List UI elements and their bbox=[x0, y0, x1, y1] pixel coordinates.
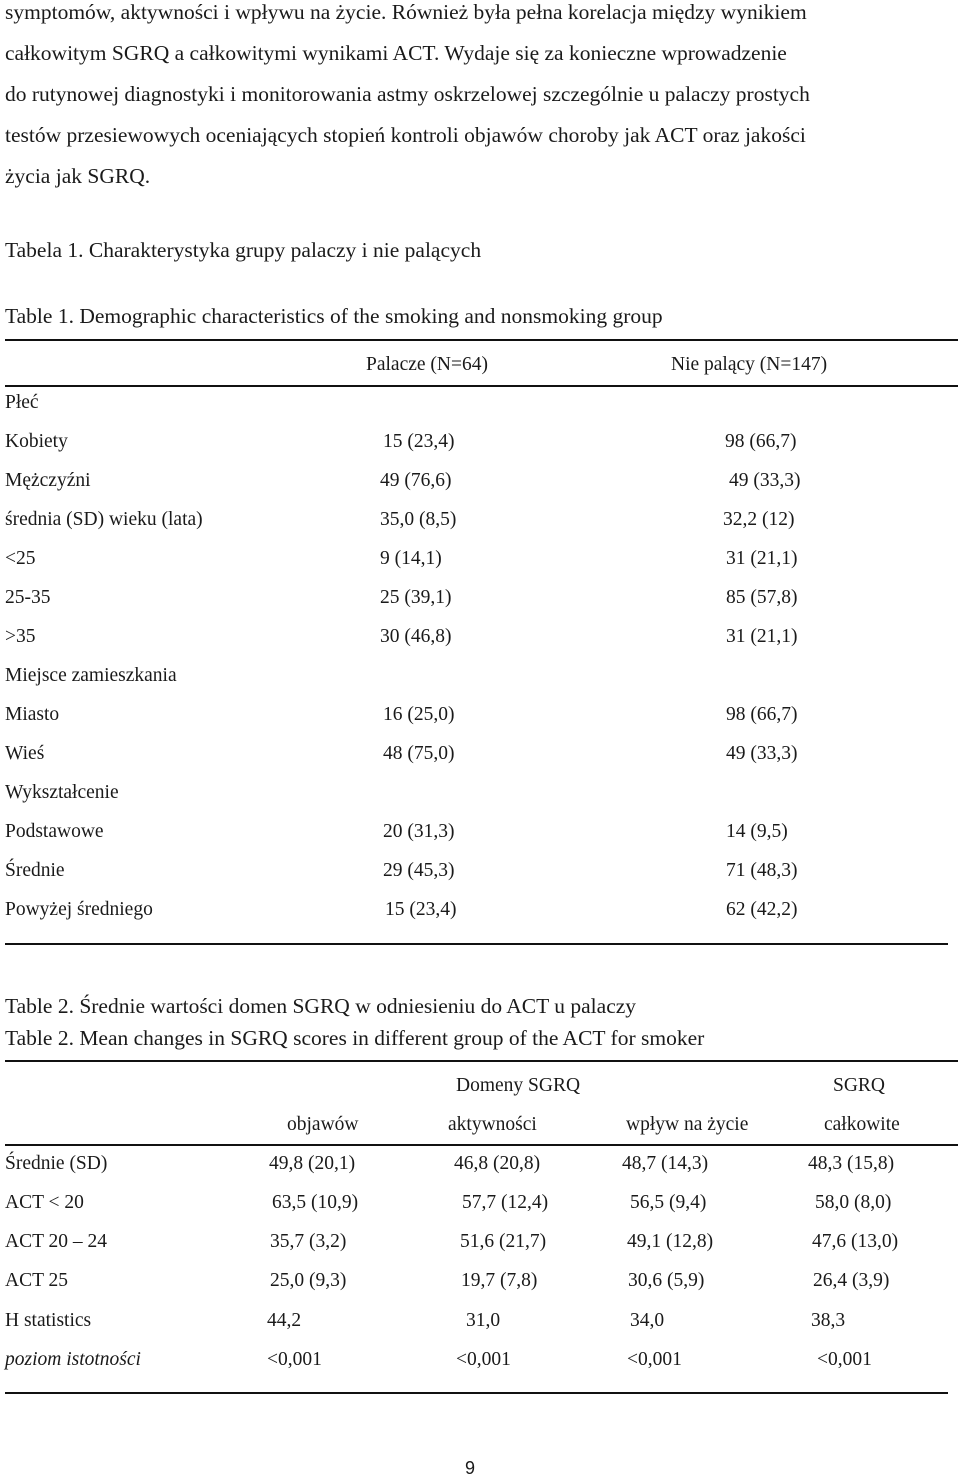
table2-cell: <0,001 bbox=[267, 1349, 322, 1370]
table2-bottom-rule bbox=[5, 1392, 948, 1394]
paragraph-line: życia jak SGRQ. bbox=[5, 164, 151, 188]
table1-cell-nonsmokers: 98 (66,7) bbox=[726, 704, 798, 725]
paragraph-line: symptomów, aktywności i wpływu na życie.… bbox=[5, 0, 807, 24]
table2-row-label: H statistics bbox=[5, 1310, 92, 1331]
table2-caption-en: Table 2. Mean changes in SGRQ scores in … bbox=[5, 1026, 705, 1050]
table2-cell: 38,3 bbox=[811, 1310, 846, 1331]
paragraph-line: całkowitym SGRQ a całkowitymi wynikami A… bbox=[5, 41, 787, 65]
table1-cell-nonsmokers: 71 (48,3) bbox=[726, 860, 798, 881]
table2-header-wplyw: wpływ na życie bbox=[626, 1114, 749, 1135]
table1-row-label: Wieś bbox=[5, 743, 45, 764]
table2-cell: <0,001 bbox=[456, 1349, 511, 1370]
table2-cell: 58,0 (8,0) bbox=[815, 1192, 892, 1213]
table2-header-rule bbox=[5, 1144, 958, 1146]
table1-bottom-rule bbox=[5, 943, 948, 945]
table2-cell: 63,5 (10,9) bbox=[272, 1192, 359, 1213]
table1-cell-smokers: 25 (39,1) bbox=[380, 587, 452, 608]
table2-group-header-sgrq: SGRQ bbox=[833, 1075, 886, 1096]
table1-cell-nonsmokers: 49 (33,3) bbox=[729, 470, 801, 491]
table2-cell: 34,0 bbox=[630, 1310, 665, 1331]
table1-row-label: Podstawowe bbox=[5, 821, 104, 842]
table1-cell-smokers: 35,0 (8,5) bbox=[380, 509, 457, 530]
table2-header-objawow: objawów bbox=[287, 1114, 359, 1135]
paragraph-line: do rutynowej diagnostyki i monitorowania… bbox=[5, 82, 810, 106]
table1-row-label: Miasto bbox=[5, 704, 60, 725]
table2-cell: 46,8 (20,8) bbox=[454, 1153, 541, 1174]
table2-top-rule bbox=[5, 1060, 958, 1062]
table2-cell: 19,7 (7,8) bbox=[461, 1270, 538, 1291]
table2-cell: 51,6 (21,7) bbox=[460, 1231, 547, 1252]
table1-row-label: Wykształcenie bbox=[5, 782, 119, 803]
table1-row-label: Miejsce zamieszkania bbox=[5, 665, 177, 686]
table2-row-label: Średnie (SD) bbox=[5, 1153, 108, 1174]
table2-row-label: poziom istotności bbox=[5, 1349, 141, 1370]
table1-cell-smokers: 49 (76,6) bbox=[380, 470, 452, 491]
table1-cell-smokers: 9 (14,1) bbox=[380, 548, 442, 569]
table1-row-label: Płeć bbox=[5, 392, 39, 413]
table1-row-label: Powyżej średniego bbox=[5, 899, 153, 920]
table2-cell: 47,6 (13,0) bbox=[812, 1231, 899, 1252]
table1-row-label: 25-35 bbox=[5, 587, 51, 608]
table1-cell-smokers: 15 (23,4) bbox=[383, 431, 455, 452]
table2-cell: 35,7 (3,2) bbox=[270, 1231, 347, 1252]
table1-row-label: Kobiety bbox=[5, 431, 68, 452]
table2-cell: 48,7 (14,3) bbox=[622, 1153, 709, 1174]
table2-row-label: ACT 20 – 24 bbox=[5, 1231, 108, 1252]
table2-row-label: ACT 25 bbox=[5, 1270, 69, 1291]
table1-header-rule bbox=[5, 385, 958, 387]
table1-cell-nonsmokers: 14 (9,5) bbox=[726, 821, 788, 842]
table1-caption-pl: Tabela 1. Charakterystyka grupy palaczy … bbox=[5, 238, 482, 262]
table1-header-smokers: Palacze (N=64) bbox=[366, 354, 488, 375]
table2-cell: 49,1 (12,8) bbox=[627, 1231, 714, 1252]
table2-cell: 49,8 (20,1) bbox=[269, 1153, 356, 1174]
body-paragraph: symptomów, aktywności i wpływu na życie.… bbox=[5, 0, 950, 197]
table2-cell: 25,0 (9,3) bbox=[270, 1270, 347, 1291]
table1-row-label: Średnie bbox=[5, 860, 65, 881]
table2-cell: <0,001 bbox=[817, 1349, 872, 1370]
table1-cell-smokers: 15 (23,4) bbox=[385, 899, 457, 920]
table2-header-calkowite: całkowite bbox=[824, 1114, 900, 1135]
table2-cell: 48,3 (15,8) bbox=[808, 1153, 895, 1174]
table1-caption-en: Table 1. Demographic characteristics of … bbox=[5, 304, 663, 328]
table1-cell-nonsmokers: 98 (66,7) bbox=[725, 431, 797, 452]
table1-cell-smokers: 16 (25,0) bbox=[383, 704, 455, 725]
table1-row-label: >35 bbox=[5, 626, 36, 647]
table1-top-rule bbox=[5, 339, 958, 341]
table2-cell: 30,6 (5,9) bbox=[628, 1270, 705, 1291]
table1-cell-nonsmokers: 31 (21,1) bbox=[726, 626, 798, 647]
table2-caption-pl: Table 2. Średnie wartości domen SGRQ w o… bbox=[5, 994, 637, 1018]
table2-header-aktywnosci: aktywności bbox=[448, 1114, 537, 1135]
page-number: 9 bbox=[464, 1458, 475, 1478]
table2-cell: <0,001 bbox=[627, 1349, 682, 1370]
table2-cell: 56,5 (9,4) bbox=[630, 1192, 707, 1213]
table1-cell-nonsmokers: 31 (21,1) bbox=[726, 548, 798, 569]
table2-cell: 26,4 (3,9) bbox=[813, 1270, 890, 1291]
table1-header-nonsmokers: Nie palący (N=147) bbox=[671, 354, 828, 375]
table1-cell-smokers: 30 (46,8) bbox=[380, 626, 452, 647]
table1-cell-smokers: 29 (45,3) bbox=[383, 860, 455, 881]
table1-cell-nonsmokers: 62 (42,2) bbox=[726, 899, 798, 920]
paragraph-line: testów przesiewowych oceniających stopie… bbox=[5, 123, 806, 147]
table1-cell-smokers: 48 (75,0) bbox=[383, 743, 455, 764]
table2-cell: 44,2 bbox=[267, 1310, 302, 1331]
table1-row-label: <25 bbox=[5, 548, 36, 569]
table1-row-label: średnia (SD) wieku (lata) bbox=[5, 509, 203, 530]
table2-group-header-domains: Domeny SGRQ bbox=[456, 1075, 581, 1096]
table1-row-label: Mężczyźni bbox=[5, 470, 91, 491]
table2-cell: 31,0 bbox=[466, 1310, 501, 1331]
table2-cell: 57,7 (12,4) bbox=[462, 1192, 549, 1213]
table1-cell-nonsmokers: 85 (57,8) bbox=[726, 587, 798, 608]
table2-row-label: ACT < 20 bbox=[5, 1192, 84, 1213]
table1-cell-smokers: 20 (31,3) bbox=[383, 821, 455, 842]
table1-cell-nonsmokers: 49 (33,3) bbox=[726, 743, 798, 764]
table1-cell-nonsmokers: 32,2 (12) bbox=[723, 509, 795, 530]
